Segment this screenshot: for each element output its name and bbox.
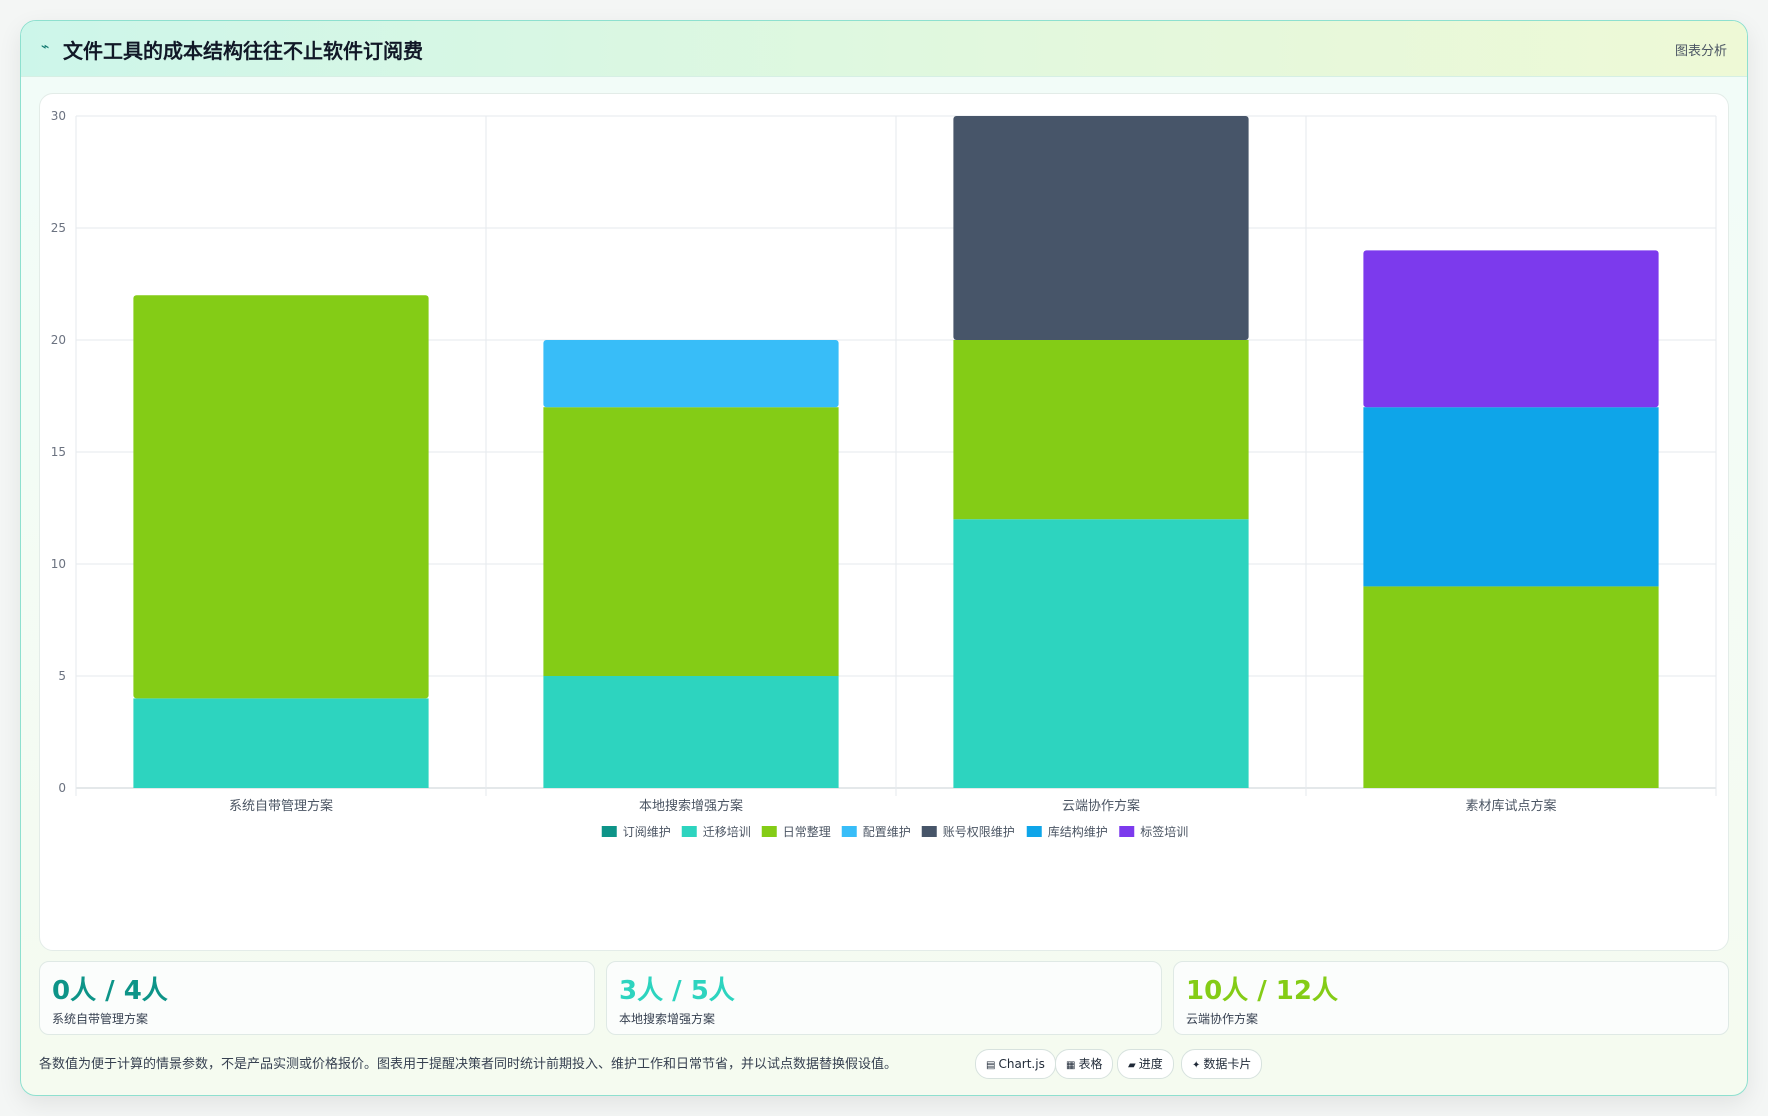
chip-chartjs[interactable]: ▤ Chart.js xyxy=(975,1049,1056,1079)
legend-label: 库结构维护 xyxy=(1048,824,1108,839)
stat-card: 0人 / 4人 系统自带管理方案 xyxy=(39,961,595,1035)
chip-label: 进度 xyxy=(1138,1057,1163,1071)
legend-swatch xyxy=(761,826,777,837)
bar-segment xyxy=(1363,407,1659,587)
chip-label: 数据卡片 xyxy=(1203,1057,1252,1071)
chart-analysis-link[interactable]: 图表分析 xyxy=(1674,44,1727,59)
y-tick-label: 25 xyxy=(51,221,66,235)
bar-segment xyxy=(1363,586,1659,788)
stat-value: 10人 / 12人 xyxy=(1186,976,1338,1006)
chip-table[interactable]: ▦ 表格 xyxy=(1055,1049,1114,1079)
stat-card: 10人 / 12人 云端协作方案 xyxy=(1173,961,1729,1035)
chip-progress[interactable]: ▰ 进度 xyxy=(1117,1049,1174,1079)
card-icon: ✦ xyxy=(1192,1060,1201,1071)
chip-label: Chart.js xyxy=(998,1057,1045,1071)
y-tick-label: 5 xyxy=(58,669,66,683)
table-icon: ▦ xyxy=(1066,1060,1076,1071)
progress-icon: ▰ xyxy=(1128,1060,1136,1071)
x-tick-label: 云端协作方案 xyxy=(1062,798,1140,814)
stat-value: 0人 / 4人 xyxy=(52,976,168,1006)
legend-label: 订阅维护 xyxy=(623,825,671,839)
legend-swatch xyxy=(841,826,857,837)
bar-segment xyxy=(953,340,1249,520)
legend-swatch xyxy=(1026,826,1042,837)
y-tick-label: 20 xyxy=(51,333,66,347)
stacked-bar-chart: 0 5 10 15 20 25 30 系统自带管理方案 本地搜索增强方案 云端协作方案 素材库试点方… xyxy=(51,109,1717,839)
bar-segment xyxy=(133,698,429,788)
chart-panel: 0 5 10 15 20 25 30 系统自带管理方案 本地搜索增强方案 云端协作方案 素材库试点方… xyxy=(39,93,1729,951)
legend-label: 标签培训 xyxy=(1140,824,1188,839)
stat-label: 系统自带管理方案 xyxy=(52,1012,149,1026)
legend-swatch xyxy=(601,826,617,837)
legend-label: 配置维护 xyxy=(863,825,911,839)
y-tick-label: 10 xyxy=(51,557,66,571)
legend-label: 迁移培训 xyxy=(703,824,751,839)
x-tick-label: 系统自带管理方案 xyxy=(229,798,333,814)
chart-icon: ▤ xyxy=(986,1060,996,1071)
legend-swatch xyxy=(681,826,697,837)
stats-row: 0人 / 4人 系统自带管理方案 3人 / 5人 本地搜索增强方案 10人 / … xyxy=(39,961,1729,1035)
y-tick-label: 0 xyxy=(58,781,66,795)
legend-label: 日常整理 xyxy=(783,824,831,839)
bar-segment xyxy=(953,116,1249,340)
bar-segment xyxy=(543,407,839,676)
bar-segment xyxy=(543,676,839,788)
y-tick-label: 30 xyxy=(51,109,66,123)
chart-card: ⌁ 文件工具的成本结构往往不止软件订阅费 图表分析 0 5 10 15 20 25 30 系统… xyxy=(20,20,1748,1096)
chart-title: 文件工具的成本结构往往不止软件订阅费 xyxy=(63,39,423,63)
stat-label: 云端协作方案 xyxy=(1186,1012,1259,1026)
stat-card: 3人 / 5人 本地搜索增强方案 xyxy=(606,961,1162,1035)
chip-data-card[interactable]: ✦ 数据卡片 xyxy=(1181,1049,1263,1079)
trend-icon: ⌁ xyxy=(41,39,50,55)
bar-segment xyxy=(543,340,839,408)
bar-segment xyxy=(1363,250,1659,408)
legend-label: 账号权限维护 xyxy=(943,825,1015,839)
x-tick-label: 素材库试点方案 xyxy=(1465,798,1556,814)
bar-segment xyxy=(953,519,1249,788)
stat-label: 本地搜索增强方案 xyxy=(619,1012,716,1026)
y-tick-label: 15 xyxy=(51,445,66,459)
bar-segment xyxy=(133,295,429,699)
x-tick-label: 本地搜索增强方案 xyxy=(639,798,743,814)
stat-value: 3人 / 5人 xyxy=(619,976,735,1006)
card-header: ⌁ 文件工具的成本结构往往不止软件订阅费 图表分析 xyxy=(21,21,1747,77)
legend-swatch xyxy=(921,826,937,837)
chip-label: 表格 xyxy=(1078,1057,1103,1071)
legend-swatch xyxy=(1119,826,1135,837)
footnote: 各数值为便于计算的情景参数，不是产品实测或价格报价。图表用于提醒决策者同时统计前… xyxy=(39,1057,898,1072)
